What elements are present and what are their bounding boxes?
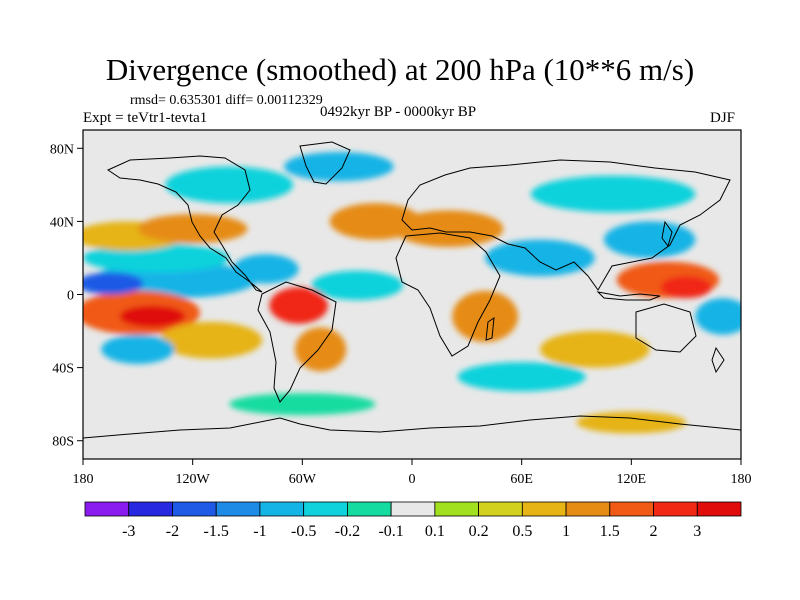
lon-tick-label: 0 [409, 472, 416, 487]
coastline-madagascar [485, 316, 495, 341]
coastline-australia [635, 303, 697, 353]
field-anomaly-21 [101, 334, 175, 364]
colorbar-level-label: 2 [650, 523, 658, 540]
coastline-greenland [299, 141, 351, 185]
coastline-antarctica [83, 415, 741, 439]
coastline-eurasia [401, 159, 731, 291]
colorbar-level-label: 3 [693, 523, 701, 540]
period-label: 0492kyr BP - 0000kyr BP [320, 104, 477, 120]
colorbar-swatch [653, 501, 698, 517]
colorbar-level-label: 1.5 [600, 523, 620, 540]
coastlines [83, 141, 741, 439]
field-anomaly-13 [603, 221, 696, 258]
field-anomaly-12 [329, 203, 422, 240]
field-anomaly-1 [530, 175, 696, 213]
latitude-axis: 80N 40N 0 40S 80S [50, 142, 83, 450]
colorbar-level-label: 0.5 [512, 523, 532, 540]
field-anomaly-16 [284, 151, 394, 182]
coastline-new-zealand [711, 346, 725, 374]
rmsd-diff-stats: rmsd= 0.635301 diff= 0.00112329 [130, 93, 323, 108]
season-label: DJF [710, 110, 736, 126]
lat-tick-label: 80S [52, 435, 74, 450]
coastline-south-america [257, 281, 337, 403]
divergence-field [83, 151, 741, 434]
lat-tick-label: 0 [67, 289, 74, 304]
colorbar-swatch [215, 501, 261, 517]
colorbar-swatch [172, 501, 217, 517]
colorbar-swatch [696, 501, 742, 517]
field-anomaly-23 [695, 298, 741, 335]
lat-tick-label: 40N [50, 215, 74, 230]
colorbar-swatch [128, 501, 173, 517]
field-anomaly-4 [83, 243, 230, 273]
field-anomaly-22 [269, 287, 328, 324]
field-anomaly-18 [311, 270, 403, 300]
colorbar-swatch [565, 501, 611, 517]
field-anomaly-27 [660, 276, 712, 299]
field-anomaly-25 [119, 305, 186, 328]
field-anomaly-10 [457, 362, 586, 392]
coastline-indonesia [596, 291, 661, 301]
colorbar-swatch [259, 501, 305, 517]
colorbar-level-label: 0.2 [469, 523, 489, 540]
lon-tick-label: 120W [176, 472, 211, 487]
field-anomaly-7 [539, 331, 650, 368]
lon-tick-label: 120E [617, 472, 647, 487]
field-anomaly-15 [137, 214, 248, 244]
colorbar-level-label: 1 [562, 523, 570, 540]
field-anomaly-3 [165, 166, 294, 204]
colorbar-level-label: 0.1 [425, 523, 445, 540]
colorbar-level-label: -3 [122, 523, 135, 540]
colorbar-swatch [390, 501, 436, 517]
colorbar-level-label: -0.5 [291, 523, 316, 540]
lon-tick-label: 180 [731, 472, 752, 487]
colorbar-swatch [521, 501, 567, 517]
longitude-axis: 180 120W 60W 0 60E 120E 180 [73, 459, 752, 487]
colorbar: -3 -2 -1.5 -1 -0.5 -0.2 -0.1 0.1 0.2 0.5 1 1.5 2 3 [84, 501, 742, 540]
coastline-north-america [106, 155, 263, 293]
lon-tick-label: 60E [510, 472, 533, 487]
map-title: Divergence (smoothed) at 200 hPa (10**6 … [105, 52, 695, 87]
lon-tick-label: 180 [73, 472, 94, 487]
field-anomaly-5 [393, 210, 504, 247]
coastline-japan [661, 220, 673, 248]
colorbar-level-label: -1 [253, 523, 266, 540]
coastline-africa [395, 232, 501, 357]
field-anomaly-6 [485, 239, 595, 277]
colorbar-swatch [84, 501, 130, 517]
colorbar-level-label: -1.5 [204, 523, 229, 540]
field-anomaly-8 [159, 321, 263, 359]
colorbar-level-label: -2 [166, 523, 179, 540]
field-anomaly-17 [229, 393, 376, 416]
experiment-label: Expt = teVtr1-tevta1 [83, 110, 208, 126]
colorbar-swatch [346, 501, 392, 517]
colorbar-level-label: -0.2 [335, 523, 360, 540]
lat-tick-label: 40S [52, 362, 74, 377]
lon-tick-label: 60W [289, 472, 317, 487]
colorbar-level-label: -0.1 [378, 523, 403, 540]
field-anomaly-26 [83, 272, 144, 295]
lat-tick-label: 80N [50, 142, 74, 157]
colorbar-swatch [434, 501, 480, 517]
colorbar-swatch [303, 501, 348, 517]
field-anomaly-24 [232, 254, 299, 284]
colorbar-swatch [609, 501, 654, 517]
colorbar-swatch [478, 501, 523, 517]
field-anomaly-11 [452, 290, 519, 343]
